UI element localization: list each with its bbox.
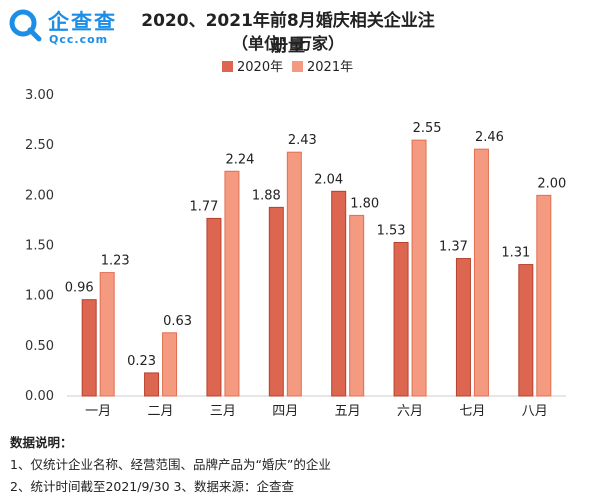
data-label: 1.53 [377, 223, 406, 238]
y-tick-label: 3.00 [25, 88, 54, 103]
legend-swatch-2020年 [222, 61, 233, 72]
data-label: 2.24 [225, 152, 254, 167]
y-tick-label: 1.50 [25, 239, 54, 254]
bar-2021年-四月 [286, 151, 302, 397]
bar-2021年-一月 [99, 272, 115, 397]
data-label: 2.46 [475, 130, 504, 145]
chart-title: 2020、2021年前8月婚庆相关企业注册量 [141, 11, 435, 56]
data-label: 1.23 [101, 254, 130, 269]
notes-line-1: 1、仅统计企业名称、经营范围、品牌产品为“婚庆”的企业 [10, 457, 331, 472]
x-tick-label: 七月 [459, 404, 485, 419]
data-label: 1.77 [189, 199, 218, 214]
notes-heading: 数据说明： [10, 435, 73, 450]
bar-2021年-五月 [349, 214, 365, 397]
bar-2020年-五月 [331, 190, 347, 397]
data-label: 2.00 [537, 176, 566, 191]
y-tick-label: 2.00 [25, 188, 54, 203]
data-label: 2.04 [314, 172, 343, 187]
bar-2021年-六月 [411, 139, 427, 397]
bar-2021年-三月 [224, 170, 240, 397]
x-tick-label: 八月 [522, 404, 548, 419]
bar-2020年-七月 [455, 258, 471, 397]
logo-name-cn: 企查查 [48, 10, 117, 34]
data-label: 2.55 [413, 121, 442, 136]
notes-line-2: 2、统计时间截至2021/9/30 3、数据来源：企查查 [10, 479, 294, 494]
x-tick-label: 三月 [210, 404, 236, 419]
bar-2020年-二月 [144, 372, 160, 397]
x-tick-label: 二月 [148, 404, 174, 419]
qcc-logo: 企查查 Qcc.com [8, 6, 130, 50]
bar-2020年-四月 [268, 206, 284, 397]
chart-subtitle: （单位：万家） [231, 34, 344, 53]
data-label: 1.37 [439, 240, 468, 255]
x-tick-label: 六月 [397, 404, 423, 419]
bar-2020年-六月 [393, 241, 409, 397]
y-tick-label: 1.00 [25, 289, 54, 304]
y-tick-label: 0.50 [25, 339, 54, 354]
x-tick-label: 一月 [85, 404, 111, 419]
data-label: 1.80 [350, 196, 379, 211]
bar-2020年-八月 [518, 264, 534, 397]
legend-label-2021年: 2021年 [307, 60, 353, 75]
bar-2021年-七月 [473, 148, 489, 397]
data-label: 0.23 [127, 354, 156, 369]
legend-label-2020年: 2020年 [237, 60, 283, 75]
data-label: 2.43 [288, 133, 317, 148]
qcc-logo-icon [9, 9, 42, 42]
y-tick-label: 2.50 [25, 138, 54, 153]
data-notes: 数据说明： 1、仅统计企业名称、经营范围、品牌产品为“婚庆”的企业 2、统计时间… [10, 432, 331, 498]
x-tick-label: 四月 [272, 404, 298, 419]
legend-swatch-2021年 [292, 61, 303, 72]
bar-chart: 2020年 2021年 0.00 0.50 1.00 1.50 2.00 2.50 3.00 0.… [25, 60, 566, 419]
bar-2021年-八月 [536, 194, 552, 397]
x-tick-label: 五月 [335, 404, 361, 419]
data-label: 0.63 [163, 314, 192, 329]
bar-2020年-一月 [81, 299, 97, 397]
y-tick-label: 0.00 [25, 389, 54, 404]
bar-2020年-三月 [206, 217, 222, 397]
bar-2021年-二月 [162, 332, 178, 397]
data-label: 1.31 [501, 246, 530, 261]
logo-name-en: Qcc.com [49, 33, 109, 46]
data-label: 1.88 [252, 188, 281, 203]
data-label: 0.96 [65, 281, 94, 296]
